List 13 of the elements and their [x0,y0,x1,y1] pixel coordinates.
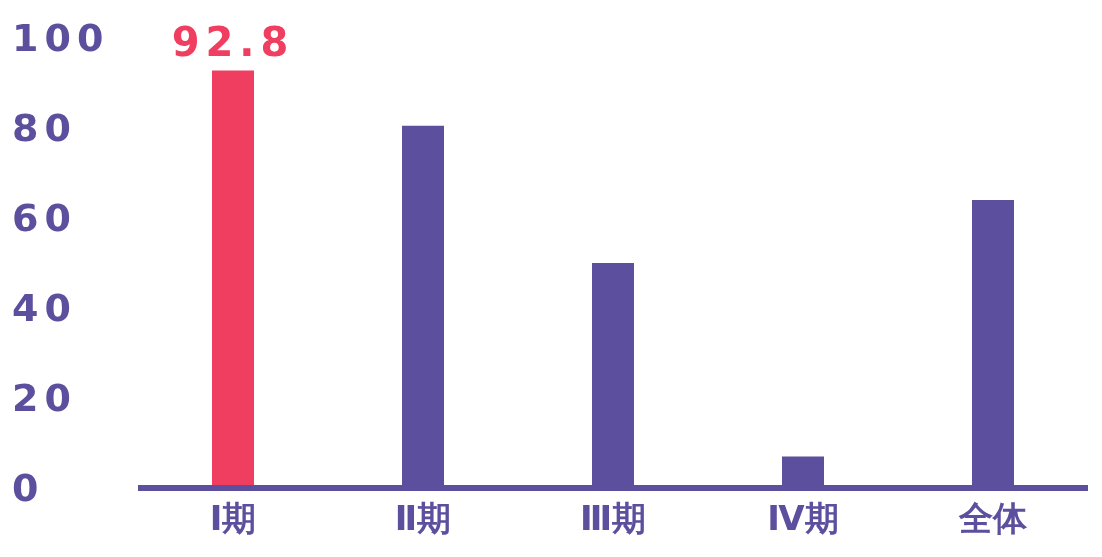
y-tick-label: 0 [12,466,45,511]
y-tick-label: 40 [12,286,77,331]
data-label: 92.8 [171,19,295,66]
x-tick-label: Ⅳ期 [767,498,839,539]
y-tick-label: 60 [12,196,77,241]
x-tick-label: Ⅲ期 [579,498,647,539]
y-tick-label: 20 [12,376,77,421]
x-tick-label: Ⅱ期 [394,498,452,539]
bar [212,70,254,488]
y-tick-label: 80 [12,106,77,151]
x-tick-label: 全体 [958,498,1028,539]
x-tick-label: Ⅰ期 [209,498,257,539]
y-tick-label: 100 [12,16,110,61]
